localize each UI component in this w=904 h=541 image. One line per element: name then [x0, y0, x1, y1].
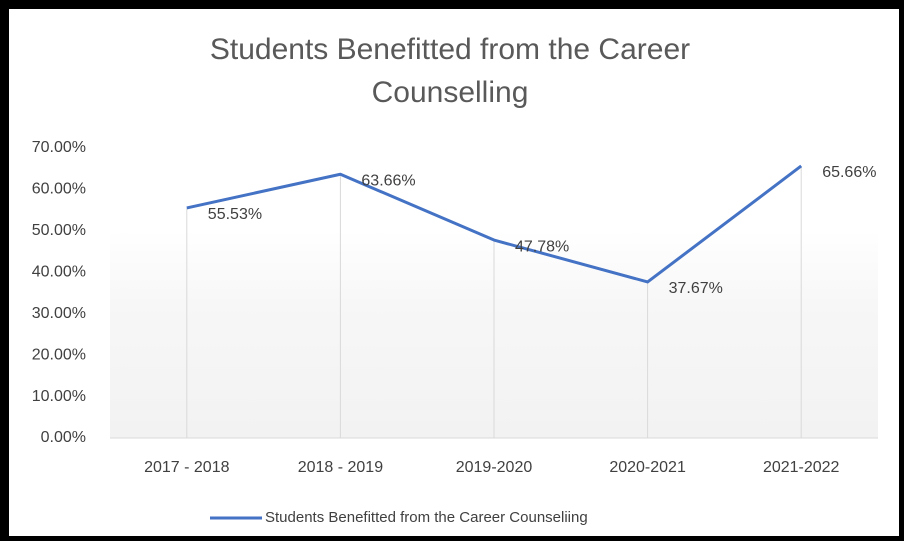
- data-label: 37.67%: [669, 280, 723, 297]
- legend-label: Students Benefitted from the Career Coun…: [265, 509, 588, 526]
- y-tick-label: 20.00%: [32, 346, 86, 363]
- x-tick-label: 2021-2022: [763, 459, 840, 476]
- data-label: 55.53%: [208, 206, 262, 223]
- y-tick-label: 60.00%: [32, 181, 86, 198]
- data-label: 47.78%: [515, 238, 569, 255]
- x-tick-label: 2017 - 2018: [144, 459, 230, 476]
- x-tick-label: 2020-2021: [609, 459, 686, 476]
- x-tick-label: 2019-2020: [456, 459, 533, 476]
- chart-title: Students Benefitted from the Career Coun…: [209, 33, 691, 109]
- y-tick-label: 50.00%: [32, 222, 86, 239]
- x-tick-label: 2018 - 2019: [298, 459, 384, 476]
- y-tick-label: 0.00%: [41, 429, 86, 446]
- data-label: 65.66%: [822, 164, 876, 181]
- data-label: 63.66%: [361, 172, 415, 189]
- y-tick-label: 30.00%: [32, 305, 86, 322]
- y-tick-label: 70.00%: [32, 139, 86, 156]
- y-tick-label: 40.00%: [32, 264, 86, 281]
- y-tick-label: 10.00%: [32, 388, 86, 405]
- series-line: [186, 164, 803, 284]
